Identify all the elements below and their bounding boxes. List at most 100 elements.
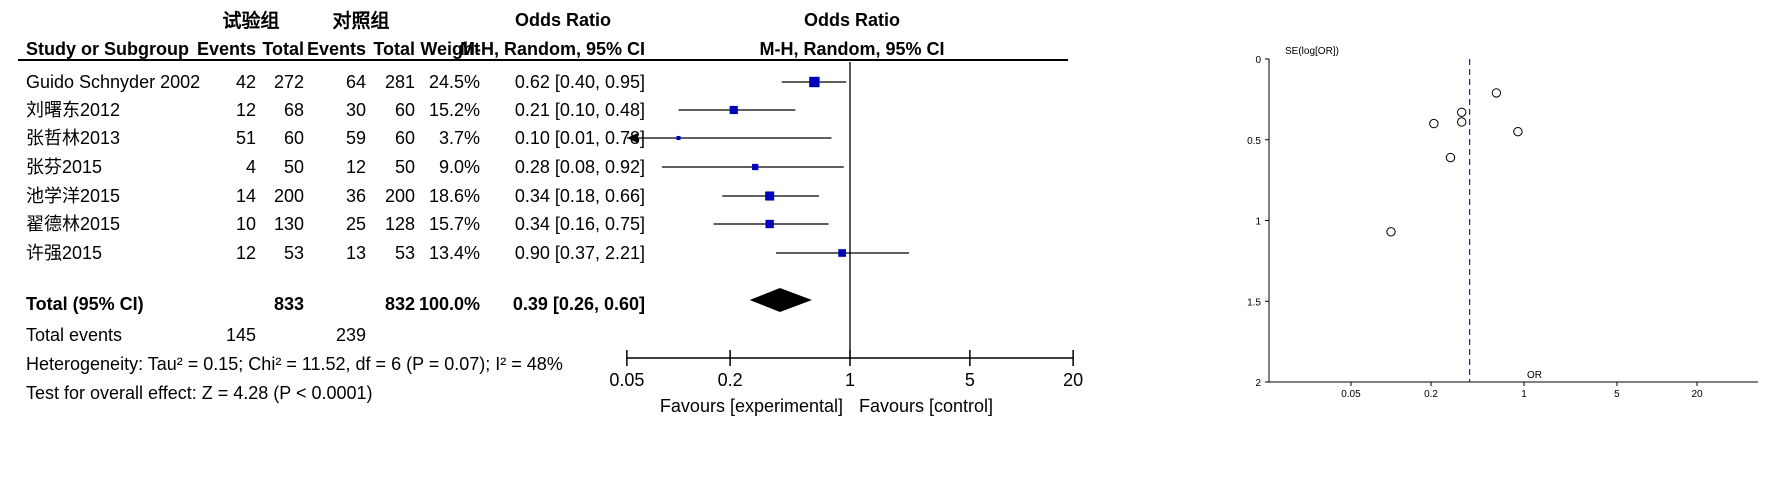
- events-e2: 239: [336, 325, 366, 345]
- study-e2: 30: [346, 100, 366, 120]
- study-ci_text: 0.34 [0.18, 0.66]: [515, 186, 645, 206]
- funnel-y-label: SE(log[OR]): [1285, 46, 1339, 57]
- study-e1: 4: [246, 157, 256, 177]
- funnel-x-label: OR: [1527, 370, 1542, 381]
- funnel-plot: 0 0.5 1 1.5 2 0.05 0.2 1 5 20 SE(log[OR]) OR: [1247, 46, 1758, 400]
- study-t1: 200: [274, 186, 304, 206]
- col-total-ctl: Total: [373, 39, 415, 59]
- funnel-point: [1491, 88, 1502, 98]
- study-t1: 130: [274, 214, 304, 234]
- funnel-point: [1513, 126, 1523, 137]
- study-t1: 68: [284, 100, 304, 120]
- study-e1: 10: [236, 214, 256, 234]
- forest-tick-label: 5: [965, 370, 975, 390]
- funnel-point: [1445, 152, 1456, 163]
- funnel-x-tick-label: 0.2: [1424, 389, 1438, 400]
- funnel-point: [1456, 117, 1467, 127]
- or-column-header: Odds Ratio: [515, 10, 611, 30]
- total-label: Total (95% CI): [26, 294, 144, 314]
- study-t2: 200: [385, 186, 415, 206]
- plot-header: Odds Ratio: [804, 10, 900, 30]
- study-name: 许强2015: [26, 243, 102, 263]
- col-total-exp: Total: [262, 39, 304, 59]
- forest-tick-label: 0.05: [609, 370, 644, 390]
- funnel-x-tick-label: 5: [1614, 389, 1620, 400]
- favours-experimental: Favours [experimental]: [660, 396, 843, 416]
- study-weight: 3.7%: [439, 128, 480, 148]
- funnel-x-tick-label: 1: [1521, 389, 1527, 400]
- funnel-point: [1386, 227, 1396, 237]
- study-ci_text: 0.10 [0.01, 0.78]: [515, 128, 645, 148]
- col-study: Study or Subgroup: [26, 39, 189, 59]
- funnel-y-tick-label: 0: [1255, 55, 1261, 66]
- or-marker: [765, 191, 775, 201]
- funnel-point: [1429, 118, 1439, 129]
- study-t2: 50: [395, 157, 415, 177]
- study-weight: 24.5%: [429, 72, 480, 92]
- study-e2: 12: [346, 157, 366, 177]
- study-ci_text: 0.28 [0.08, 0.92]: [515, 157, 645, 177]
- events-label: Total events: [26, 325, 122, 345]
- study-e2: 25: [346, 214, 366, 234]
- study-weight: 15.2%: [429, 100, 480, 120]
- funnel-y-tick-label: 2: [1255, 378, 1261, 389]
- study-e1: 51: [236, 128, 256, 148]
- study-t2: 60: [395, 128, 415, 148]
- study-name: 张哲林2013: [26, 128, 120, 148]
- study-name: 池学洋2015: [26, 186, 120, 206]
- heterogeneity-text: Heterogeneity: Tau² = 0.15; Chi² = 11.52…: [26, 354, 563, 374]
- study-name: 张芬2015: [26, 157, 102, 177]
- col-events-ctl: Events: [307, 39, 366, 59]
- plot-subheader: M-H, Random, 95% CI: [759, 39, 944, 59]
- funnel-y-tick-label: 1: [1255, 217, 1261, 228]
- study-t2: 53: [395, 243, 415, 263]
- ci-arrow: [626, 133, 638, 143]
- experimental-group-header: 试验组: [222, 9, 279, 32]
- forest-plot: 试验组 对照组 Odds Ratio Odds Ratio Study or S…: [18, 9, 1083, 416]
- study-t2: 281: [385, 72, 415, 92]
- pooled-diamond: [749, 288, 812, 312]
- forest-tick-label: 20: [1063, 370, 1083, 390]
- study-t1: 272: [274, 72, 304, 92]
- study-e2: 64: [346, 72, 366, 92]
- funnel-y-tick-label: 1.5: [1247, 297, 1261, 308]
- events-e1: 145: [226, 325, 256, 345]
- funnel-x-tick-label: 20: [1691, 389, 1703, 400]
- total-t2: 832: [385, 294, 415, 314]
- study-e2: 13: [346, 243, 366, 263]
- study-name: 刘曙东2012: [26, 100, 120, 120]
- favours-control: Favours [control]: [859, 396, 993, 416]
- col-events-exp: Events: [197, 39, 256, 59]
- study-e2: 59: [346, 128, 366, 148]
- funnel-point: [1456, 107, 1467, 117]
- study-ci_text: 0.62 [0.40, 0.95]: [515, 72, 645, 92]
- col-ci: M-H, Random, 95% CI: [460, 39, 645, 59]
- study-name: 翟德林2015: [26, 214, 120, 234]
- study-t2: 128: [385, 214, 415, 234]
- study-weight: 15.7%: [429, 214, 480, 234]
- funnel-y-tick-label: 0.5: [1247, 136, 1261, 147]
- study-e1: 42: [236, 72, 256, 92]
- total-ci: 0.39 [0.26, 0.60]: [513, 294, 645, 314]
- study-t2: 60: [395, 100, 415, 120]
- study-e2: 36: [346, 186, 366, 206]
- study-e1: 12: [236, 243, 256, 263]
- forest-tick-label: 1: [845, 370, 855, 390]
- study-weight: 18.6%: [429, 186, 480, 206]
- study-name: Guido Schnyder 2002: [26, 72, 200, 92]
- or-marker: [729, 105, 738, 115]
- study-t1: 50: [284, 157, 304, 177]
- study-e1: 12: [236, 100, 256, 120]
- or-marker: [765, 219, 774, 229]
- study-ci_text: 0.21 [0.10, 0.48]: [515, 100, 645, 120]
- total-weight: 100.0%: [419, 294, 480, 314]
- or-marker: [838, 249, 846, 257]
- study-weight: 9.0%: [439, 157, 480, 177]
- study-t1: 60: [284, 128, 304, 148]
- study-weight: 13.4%: [429, 243, 480, 263]
- study-e1: 14: [236, 186, 256, 206]
- or-marker: [809, 76, 820, 88]
- forest-tick-label: 0.2: [718, 370, 743, 390]
- control-group-header: 对照组: [332, 9, 389, 32]
- total-t1: 833: [274, 294, 304, 314]
